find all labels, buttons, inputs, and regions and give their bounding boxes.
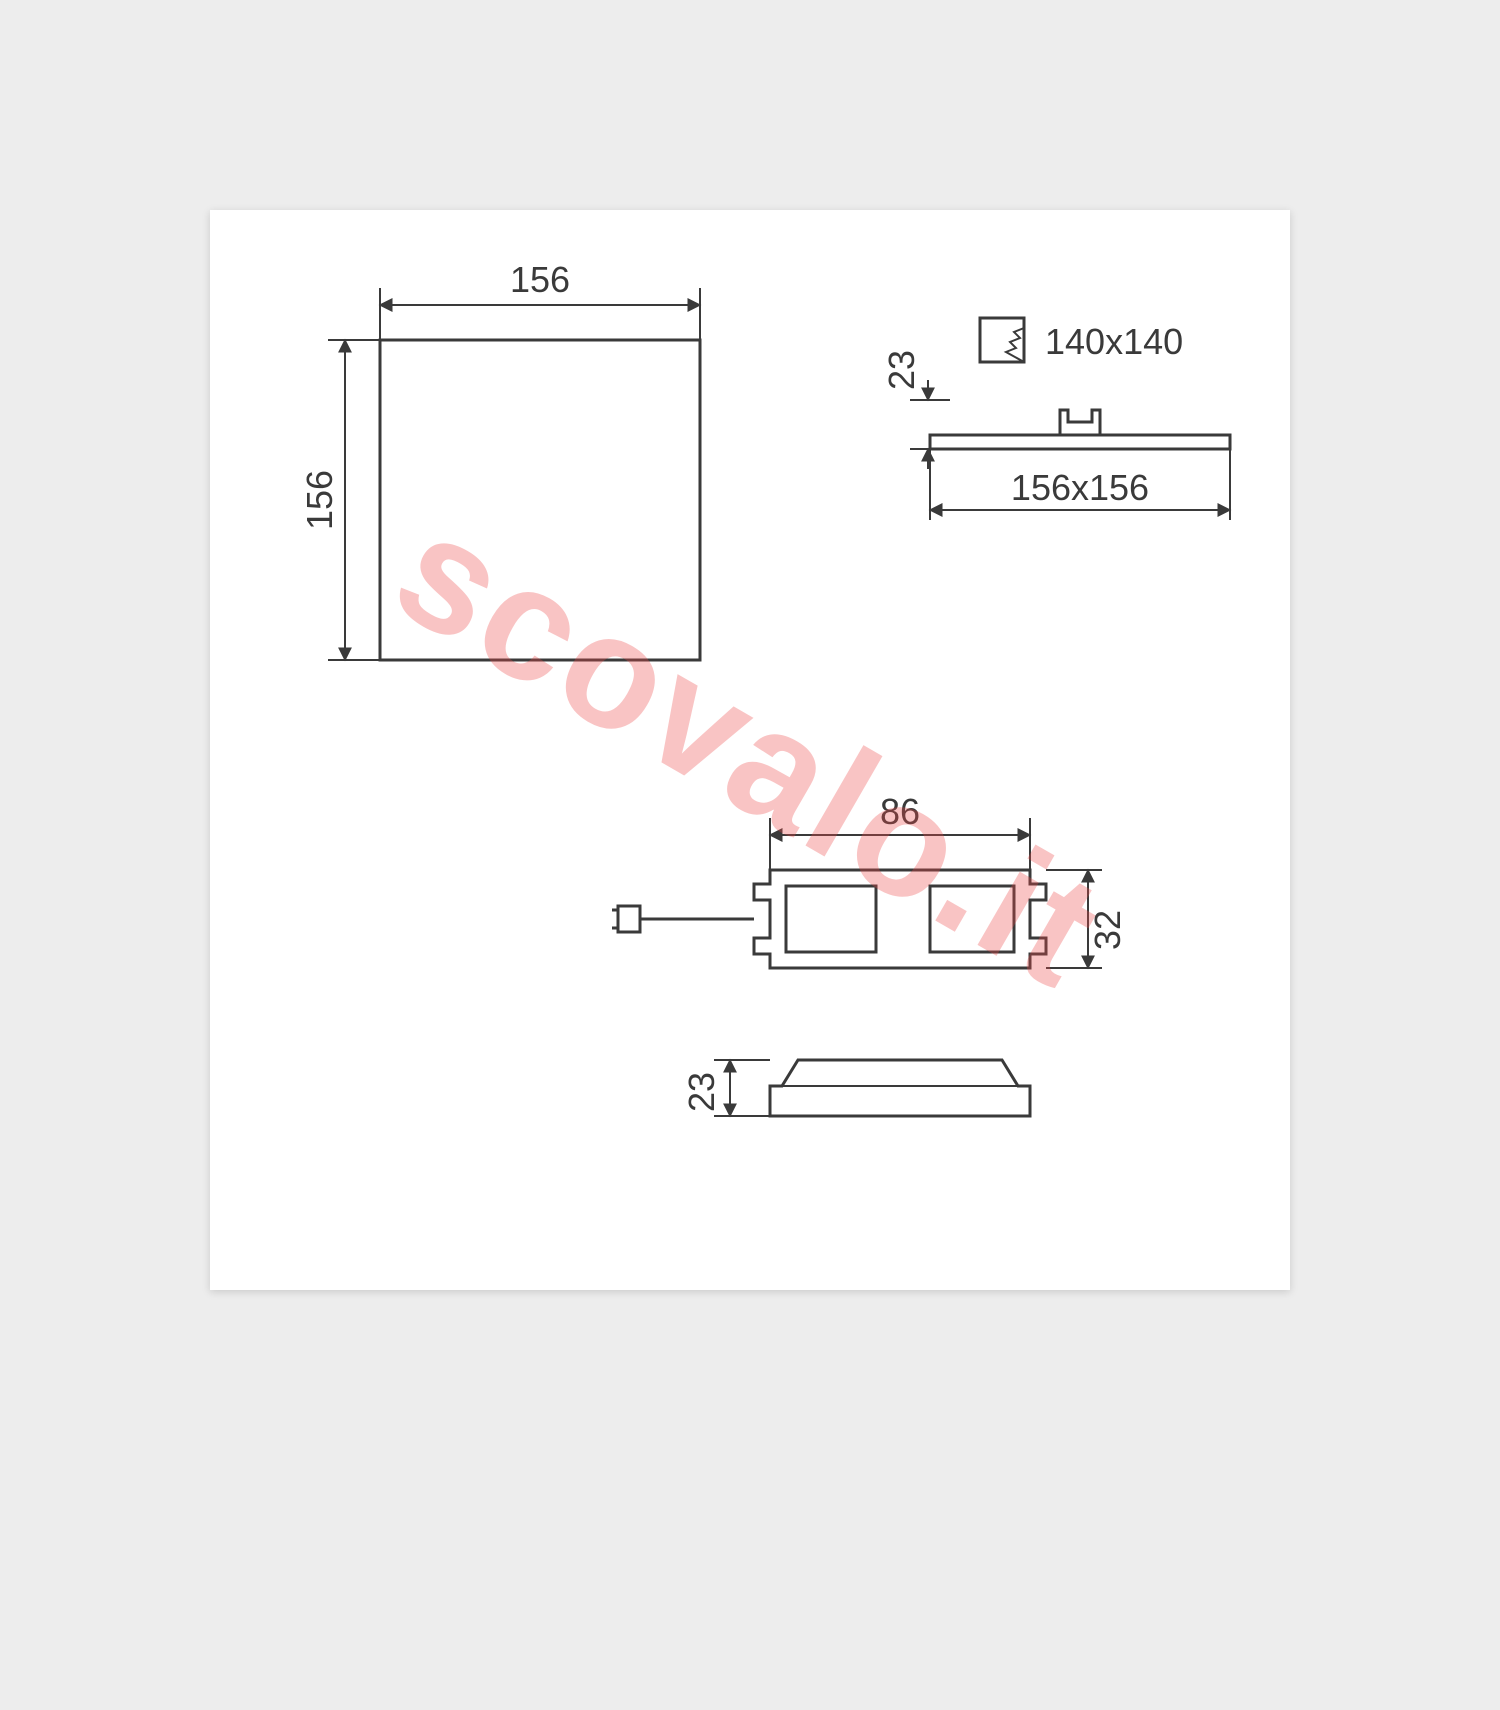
dim-driver-height: 32 <box>1087 910 1128 950</box>
side-profile-view: 23 140x140 156x156 <box>881 318 1230 520</box>
drawing-page: 156 156 23 140x140 156x156 <box>210 210 1290 1290</box>
driver-top-view: 86 32 <box>612 791 1128 968</box>
dim-footprint: 156x156 <box>1011 467 1149 508</box>
dim-panel-height: 156 <box>299 470 340 530</box>
dim-driver-width: 86 <box>880 791 920 832</box>
cutout-icon <box>980 318 1024 362</box>
cutout-dimension: 140x140 <box>1045 321 1183 362</box>
technical-drawing: 156 156 23 140x140 156x156 <box>210 210 1290 1290</box>
driver-side-view: 23 <box>681 1060 1030 1116</box>
dim-profile-depth: 23 <box>881 350 922 390</box>
dim-panel-width: 156 <box>510 259 570 300</box>
dim-driver-side-height: 23 <box>681 1072 722 1112</box>
front-panel-view: 156 156 <box>299 259 700 660</box>
